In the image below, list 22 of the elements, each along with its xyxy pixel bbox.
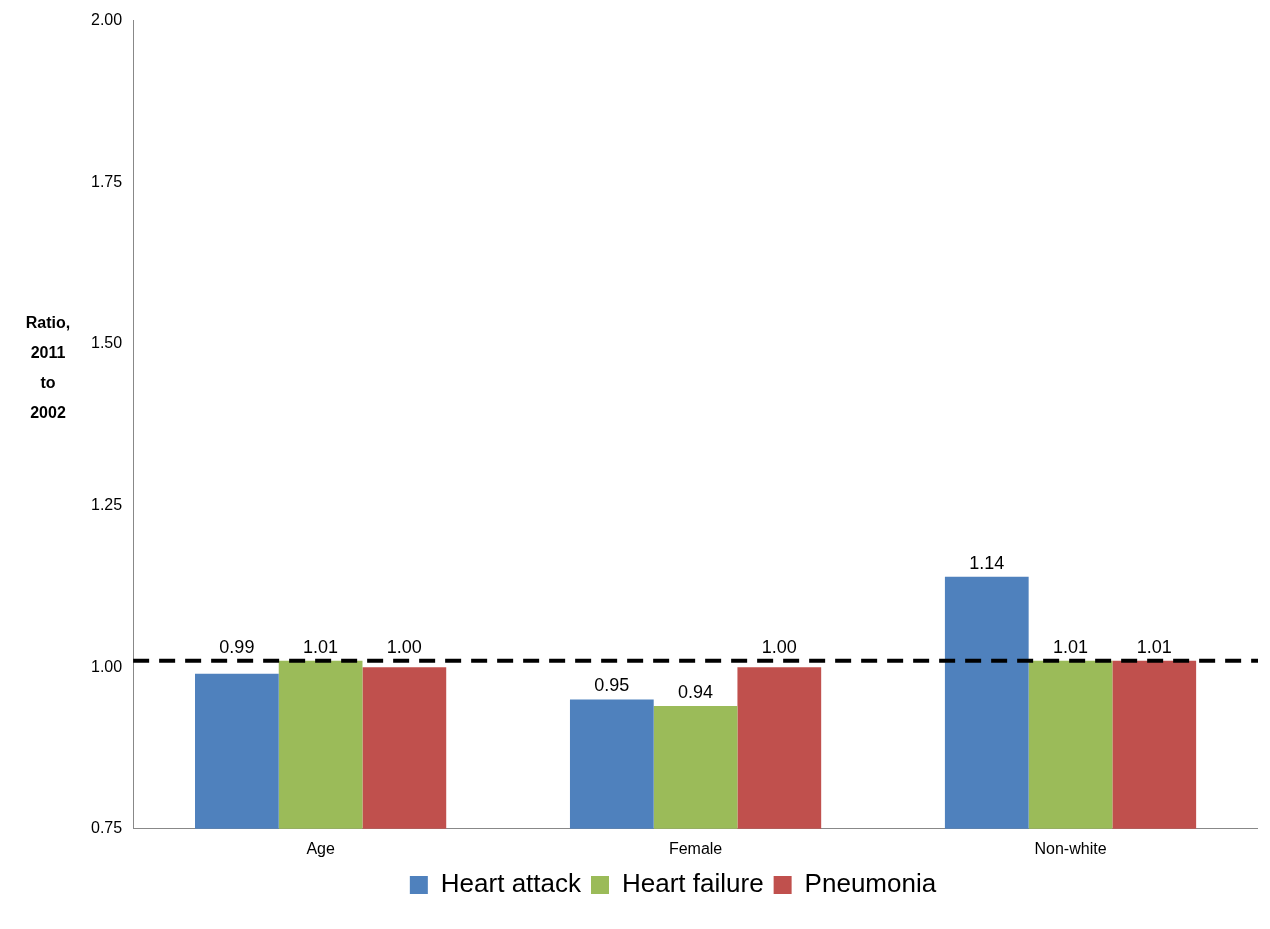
legend-label: Heart attack: [440, 868, 583, 899]
y-tick-label: 2.00: [91, 11, 123, 29]
data-label: 1.00: [386, 636, 422, 657]
data-label: 1.01: [1053, 636, 1089, 657]
data-label: 1.14: [969, 552, 1005, 573]
legend-label: Pneumonia: [804, 868, 937, 899]
data-label: 0.94: [678, 681, 714, 702]
y-tick-label: 1.00: [91, 657, 123, 675]
y-tick-label: 1.50: [91, 334, 123, 352]
x-tick-label: Non-white: [1034, 839, 1107, 857]
y-tick-label: 0.75: [91, 819, 123, 837]
data-label: 1.01: [1136, 636, 1172, 657]
data-label: 0.99: [219, 636, 255, 657]
x-tick-label: Female: [668, 839, 723, 857]
y-axis-title: Ratio, 2011 to 2002: [24, 313, 72, 423]
data-label: 1.01: [303, 636, 339, 657]
legend-label: Heart failure: [622, 868, 764, 899]
y-tick-label: 1.75: [91, 172, 123, 190]
y-tick-label: 1.25: [91, 495, 123, 513]
x-tick-label: Age: [306, 839, 335, 857]
data-label: 1.00: [761, 636, 797, 657]
data-label: 0.95: [594, 675, 630, 696]
